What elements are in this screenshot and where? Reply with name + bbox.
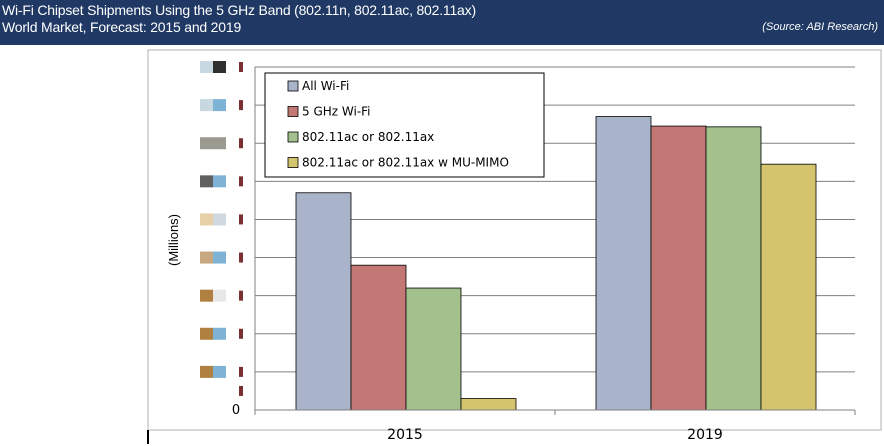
y-tick-square <box>213 175 226 188</box>
y-tick-square <box>213 289 226 302</box>
y-axis-ticks <box>239 62 243 396</box>
y-tick-mark <box>239 366 243 377</box>
y-tick-square <box>213 213 226 226</box>
legend-swatch <box>287 157 299 168</box>
y-tick-square <box>213 327 226 340</box>
chart-header: Wi-Fi Chipset Shipments Using the 5 GHz … <box>0 0 884 45</box>
y-axis-label: (Millions) <box>166 214 181 266</box>
bar <box>650 125 707 411</box>
y-tick-square <box>200 289 213 302</box>
y-tick-square <box>200 137 213 150</box>
legend-entry: 802.11ac or 802.11ax <box>302 130 434 144</box>
y-tick-square <box>200 213 213 226</box>
left-edge-mark <box>147 430 149 444</box>
y-tick-mark <box>239 385 243 396</box>
y-tick-square <box>200 327 213 340</box>
y-tick-mark <box>239 214 243 225</box>
y-tick-mark <box>239 176 243 187</box>
y-tick-square <box>213 61 226 73</box>
legend-swatch <box>287 106 299 117</box>
legend-box <box>264 72 545 178</box>
bar <box>295 192 352 411</box>
legend: All Wi-Fi 5 GHz Wi-Fi 802.11ac or 802.11ax… <box>264 72 545 178</box>
y-tick-mark <box>239 100 243 111</box>
bar <box>595 116 652 411</box>
y-tick-square <box>213 137 226 150</box>
source-note: (Source: ABI Research) <box>762 21 878 33</box>
y-tick-square <box>213 365 226 378</box>
bar <box>705 126 762 411</box>
y-tick-square <box>200 365 213 378</box>
y-tick-square <box>200 175 213 188</box>
y-tick-mark <box>239 252 243 263</box>
y-tick-square <box>200 99 213 112</box>
x-tick-label: 2015 <box>387 427 423 443</box>
y-tick-mark <box>239 138 243 149</box>
x-tick-label: 2019 <box>687 427 723 443</box>
legend-swatch <box>287 131 299 143</box>
legend-swatch <box>287 80 299 92</box>
bar <box>760 163 817 411</box>
bar <box>460 398 517 411</box>
legend-entry: 802.11ac or 802.11ax w MU-MIMO <box>302 156 509 170</box>
chart-subtitle: World Market, Forecast: 2015 and 2019 <box>2 19 242 35</box>
bars <box>295 116 817 411</box>
x-tick-labels: 2015 2019 <box>387 427 723 443</box>
y-tick-label: 0 <box>232 403 240 418</box>
legend-entry: All Wi-Fi <box>302 79 349 93</box>
y-axis-squares <box>200 61 226 378</box>
y-tick-square <box>213 99 226 112</box>
y-tick-square <box>200 61 213 73</box>
bar <box>350 264 407 411</box>
y-tick-mark <box>239 290 243 301</box>
bar <box>405 287 462 411</box>
y-tick-mark <box>239 328 243 339</box>
legend-entry: 5 GHz Wi-Fi <box>302 105 371 119</box>
y-tick-square <box>213 251 226 264</box>
chart-title: Wi-Fi Chipset Shipments Using the 5 GHz … <box>2 2 476 18</box>
y-tick-mark <box>239 62 243 72</box>
y-tick-square <box>200 251 213 264</box>
